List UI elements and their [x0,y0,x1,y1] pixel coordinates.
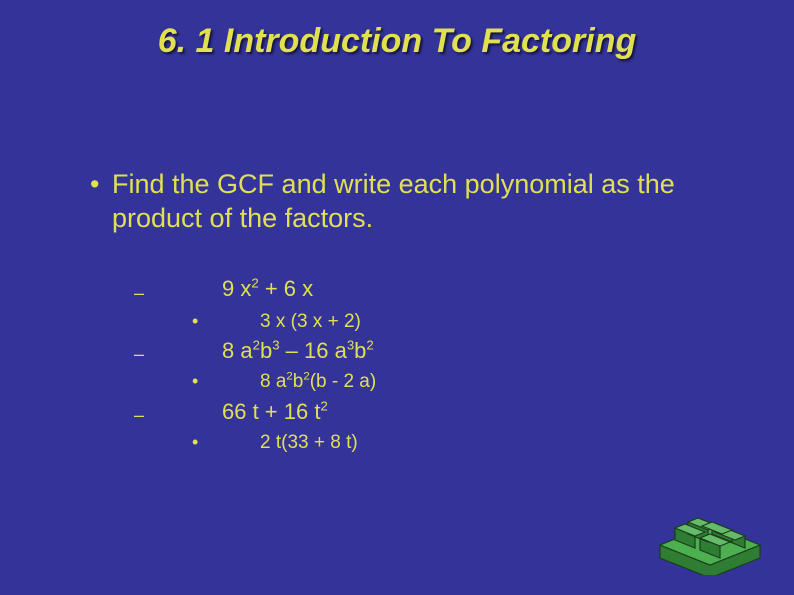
dash-icon: – [134,283,144,304]
maze-icon [650,490,770,575]
bullet-icon: • [90,168,99,202]
problem-answer: 8 a2b2(b - 2 a) [260,371,376,393]
dash-icon: – [134,405,144,426]
problem-answer: 3 x (3 x + 2) [260,311,361,333]
problem-expression: 9 x2 + 6 x [222,276,313,302]
problem-expression: 66 t + 16 t2 [222,399,328,425]
main-bullet: • Find the GCF and write each polynomial… [112,168,702,236]
bullet-icon: • [192,311,198,332]
main-bullet-text: Find the GCF and write each polynomial a… [112,169,675,233]
problem-expression: 8 a2b3 – 16 a3b2 [222,338,374,364]
problem-answer: 2 t(33 + 8 t) [260,432,358,454]
bullet-icon: • [192,432,198,453]
bullet-icon: • [192,371,198,392]
dash-icon: – [134,344,144,365]
slide: 6. 1 Introduction To Factoring • Find th… [0,0,794,595]
slide-title: 6. 1 Introduction To Factoring [0,22,794,61]
